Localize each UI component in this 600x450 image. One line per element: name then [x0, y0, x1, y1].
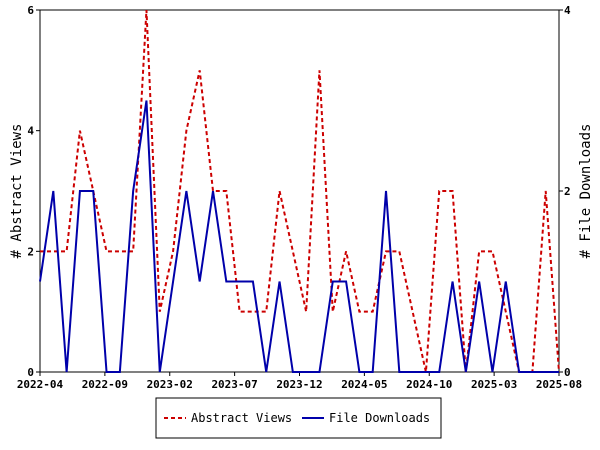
legend-box	[155, 397, 442, 439]
right-tick-label: 0	[564, 366, 571, 379]
legend-label-abstract-views: Abstract Views	[191, 411, 292, 425]
right-tick-label: 2	[564, 185, 571, 198]
x-tick-label: 2023-12	[276, 378, 322, 391]
series-layer	[39, 9, 560, 373]
left-tick-label: 0	[27, 366, 34, 379]
series-line-file-downloads	[39, 100, 559, 373]
x-tick-label: 2022-09	[82, 378, 128, 391]
x-axis-ticks: 2022-04 2022-09 2023-02 2023-07 2023-12 2024-…	[17, 372, 582, 391]
x-tick-label: 2023-07	[211, 378, 257, 391]
series-line-abstract-views	[40, 9, 560, 373]
left-tick-label: 2	[27, 245, 34, 258]
left-tick-label: 6	[27, 4, 34, 17]
x-tick-label: 2023-02	[147, 378, 193, 391]
left-tick-label: 4	[27, 125, 34, 138]
x-tick-label: 2024-10	[406, 378, 452, 391]
x-tick-label: 2025-03	[471, 378, 517, 391]
x-tick-label: 2024-05	[341, 378, 387, 391]
left-axis-ticks: 0 2 4 6	[27, 4, 40, 379]
left-axis-title: # Abstract Views	[9, 124, 25, 259]
legend-label-file-downloads: File Downloads	[329, 411, 430, 425]
right-axis-ticks: 0 2 4	[559, 4, 571, 379]
right-tick-label: 4	[564, 4, 571, 17]
x-tick-label: 2025-08	[536, 378, 582, 391]
x-tick-label: 2022-04	[17, 378, 64, 391]
right-axis-title: # File Downloads	[578, 124, 594, 259]
plot-area	[39, 9, 560, 373]
legend: Abstract Views File Downloads	[155, 397, 442, 439]
